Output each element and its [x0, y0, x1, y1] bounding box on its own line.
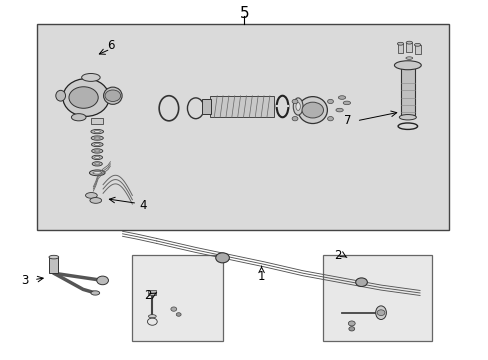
Text: 4: 4	[140, 199, 147, 212]
Ellipse shape	[91, 291, 100, 295]
Circle shape	[347, 321, 354, 326]
Circle shape	[105, 90, 121, 102]
Ellipse shape	[85, 193, 97, 198]
Circle shape	[348, 327, 354, 331]
Circle shape	[170, 307, 176, 311]
Bar	[148, 291, 156, 295]
Ellipse shape	[399, 114, 415, 120]
Ellipse shape	[338, 96, 345, 99]
Ellipse shape	[298, 96, 327, 123]
Text: 2: 2	[334, 249, 341, 262]
Bar	[210, 96, 273, 117]
Circle shape	[215, 253, 229, 263]
Ellipse shape	[92, 162, 102, 166]
Ellipse shape	[94, 157, 100, 158]
Circle shape	[69, 87, 98, 108]
Ellipse shape	[92, 155, 102, 159]
Ellipse shape	[94, 144, 100, 145]
Ellipse shape	[71, 114, 86, 121]
Text: 1: 1	[257, 270, 265, 283]
Ellipse shape	[94, 131, 100, 132]
Bar	[322, 255, 431, 341]
Circle shape	[327, 99, 333, 104]
Ellipse shape	[56, 90, 65, 101]
Bar	[406, 42, 411, 51]
Ellipse shape	[375, 306, 386, 319]
Ellipse shape	[95, 163, 100, 165]
Text: 3: 3	[21, 274, 29, 287]
Ellipse shape	[394, 61, 420, 70]
Ellipse shape	[94, 150, 100, 152]
Ellipse shape	[414, 43, 420, 46]
Circle shape	[376, 310, 384, 316]
Ellipse shape	[93, 172, 102, 174]
Bar	[37, 24, 448, 230]
Ellipse shape	[335, 108, 343, 112]
Circle shape	[97, 276, 108, 285]
Ellipse shape	[405, 57, 412, 59]
Ellipse shape	[81, 73, 100, 81]
Circle shape	[176, 313, 181, 316]
Circle shape	[327, 117, 333, 121]
Ellipse shape	[293, 98, 303, 115]
Ellipse shape	[148, 315, 156, 318]
Ellipse shape	[89, 170, 105, 176]
Ellipse shape	[49, 255, 59, 259]
Text: 7: 7	[344, 114, 351, 127]
Ellipse shape	[103, 87, 122, 104]
Circle shape	[355, 278, 366, 287]
Circle shape	[302, 102, 323, 118]
Ellipse shape	[90, 198, 102, 203]
Text: 6: 6	[106, 39, 114, 52]
Ellipse shape	[94, 137, 100, 139]
Bar	[49, 257, 58, 273]
Text: 5: 5	[239, 6, 249, 21]
Ellipse shape	[91, 136, 103, 140]
Bar	[400, 63, 414, 116]
Ellipse shape	[91, 149, 102, 153]
Ellipse shape	[63, 79, 109, 116]
Text: 2: 2	[144, 289, 152, 302]
Ellipse shape	[397, 42, 403, 45]
Ellipse shape	[91, 130, 103, 134]
Ellipse shape	[91, 142, 103, 147]
Bar	[414, 45, 420, 54]
Circle shape	[291, 117, 297, 121]
Ellipse shape	[343, 101, 350, 105]
Bar	[132, 255, 222, 341]
Bar	[201, 99, 211, 114]
Ellipse shape	[295, 103, 300, 111]
Bar	[91, 118, 103, 125]
Ellipse shape	[406, 41, 412, 44]
Bar	[397, 44, 403, 53]
Circle shape	[291, 99, 297, 104]
